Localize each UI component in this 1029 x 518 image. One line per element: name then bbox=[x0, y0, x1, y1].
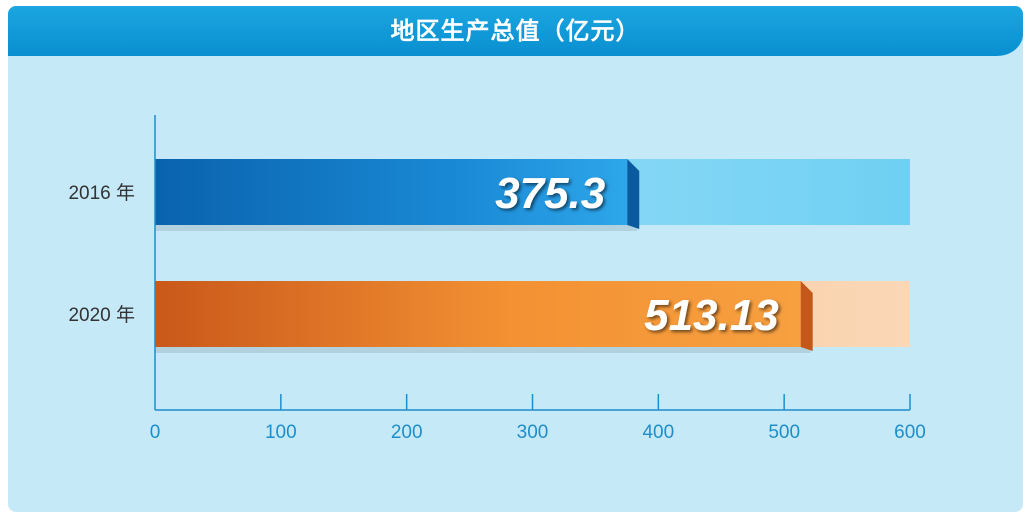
category-label-2020: 2020 年 bbox=[68, 304, 135, 326]
chart-title: 地区生产总值（亿元） bbox=[390, 17, 641, 45]
value-label-2016: 375.3 bbox=[495, 169, 605, 218]
x-tick-label-0: 0 bbox=[150, 422, 161, 443]
value-label-2020: 513.13 bbox=[644, 291, 779, 340]
title-banner bbox=[8, 6, 1023, 56]
x-tick-label-400: 400 bbox=[642, 422, 674, 443]
chart-card: 地区生产总值（亿元） bbox=[8, 6, 1023, 512]
category-label-2016: 2016 年 bbox=[68, 182, 135, 204]
x-tick-label-100: 100 bbox=[265, 422, 297, 443]
bar-2020 bbox=[155, 281, 801, 347]
x-tick-label-300: 300 bbox=[517, 422, 549, 443]
x-tick-label-200: 200 bbox=[391, 422, 423, 443]
bar-shadow-2020 bbox=[155, 347, 811, 353]
x-tick-label-600: 600 bbox=[894, 422, 926, 443]
x-tick-label-500: 500 bbox=[768, 422, 800, 443]
bar-shadow-2016 bbox=[155, 225, 638, 231]
bar-cap-2016 bbox=[627, 159, 640, 229]
bar-cap-2020 bbox=[800, 281, 813, 351]
bar-2016 bbox=[155, 159, 628, 225]
